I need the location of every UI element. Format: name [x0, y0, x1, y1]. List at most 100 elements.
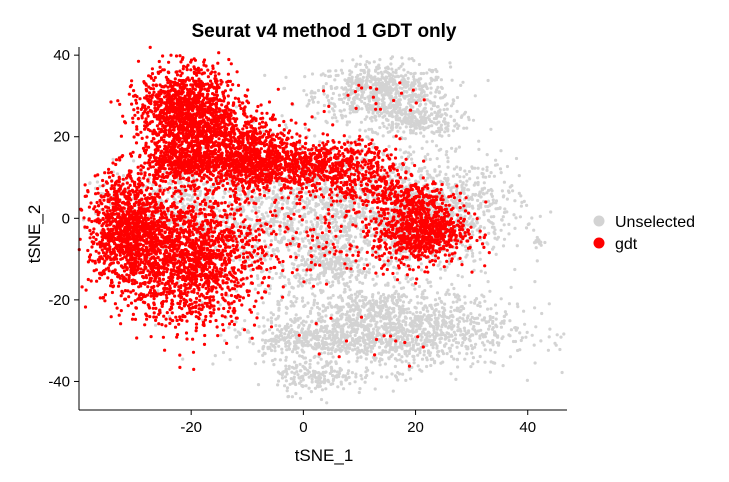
point [489, 360, 493, 364]
point [227, 178, 231, 182]
point [347, 76, 351, 80]
point [488, 348, 493, 352]
point [476, 329, 480, 333]
point [304, 191, 308, 195]
point [502, 237, 507, 241]
point [433, 320, 437, 324]
point [385, 315, 389, 319]
point [404, 378, 408, 382]
point [486, 280, 490, 284]
point [335, 119, 339, 123]
point [447, 338, 451, 343]
point [483, 271, 487, 275]
point [411, 327, 415, 331]
point [303, 361, 307, 365]
point [376, 71, 380, 75]
point [400, 337, 404, 342]
point [316, 111, 320, 115]
point [345, 123, 349, 127]
point [423, 155, 427, 159]
point [329, 239, 333, 243]
point [362, 351, 366, 355]
point [533, 361, 537, 365]
point [435, 105, 440, 109]
point [340, 71, 345, 75]
point [319, 291, 323, 295]
point [388, 130, 392, 134]
point [382, 124, 386, 128]
point [351, 81, 355, 85]
point [434, 302, 438, 307]
point [382, 110, 386, 114]
point [488, 317, 492, 321]
point [385, 299, 389, 303]
point [347, 120, 352, 124]
point [343, 287, 347, 291]
point [392, 275, 397, 279]
point [364, 63, 368, 67]
point [363, 117, 367, 121]
point [370, 115, 374, 119]
point [438, 133, 442, 137]
point [358, 62, 362, 66]
point [447, 292, 451, 296]
point [324, 266, 328, 270]
point [464, 183, 468, 187]
point [384, 117, 389, 121]
point [310, 277, 315, 281]
point [501, 364, 505, 368]
point [455, 172, 459, 177]
point [547, 302, 551, 306]
point [404, 320, 408, 324]
point [419, 268, 424, 272]
point [339, 264, 343, 268]
point [451, 129, 455, 133]
point [367, 68, 371, 72]
point [391, 297, 395, 301]
point [253, 287, 257, 291]
point [455, 345, 459, 349]
point [339, 256, 343, 260]
point [367, 110, 371, 114]
point [446, 160, 450, 164]
point [332, 113, 336, 117]
point [329, 365, 333, 369]
point [310, 72, 315, 76]
point [381, 299, 386, 303]
point [347, 84, 351, 88]
point [491, 315, 495, 320]
point [252, 205, 256, 209]
point [363, 380, 367, 384]
point [394, 86, 398, 91]
point [429, 107, 434, 111]
point [523, 322, 527, 326]
point [470, 351, 474, 355]
point [334, 272, 338, 276]
point [365, 115, 369, 119]
point [227, 326, 231, 330]
point [347, 285, 351, 289]
point [436, 120, 440, 124]
point [399, 335, 403, 339]
point [559, 335, 563, 339]
point [323, 73, 327, 78]
point [389, 327, 394, 331]
point [474, 342, 478, 346]
point [397, 345, 401, 349]
point [347, 238, 351, 242]
point [313, 386, 317, 390]
point [367, 106, 371, 111]
point [425, 86, 429, 91]
point [364, 273, 368, 277]
point [427, 68, 432, 72]
point [463, 214, 467, 218]
point [447, 335, 451, 339]
point [274, 323, 278, 328]
point [440, 349, 444, 353]
point [353, 299, 357, 303]
point [396, 90, 400, 94]
point [312, 374, 316, 378]
point [445, 352, 449, 356]
point [412, 150, 416, 154]
point [300, 327, 305, 331]
